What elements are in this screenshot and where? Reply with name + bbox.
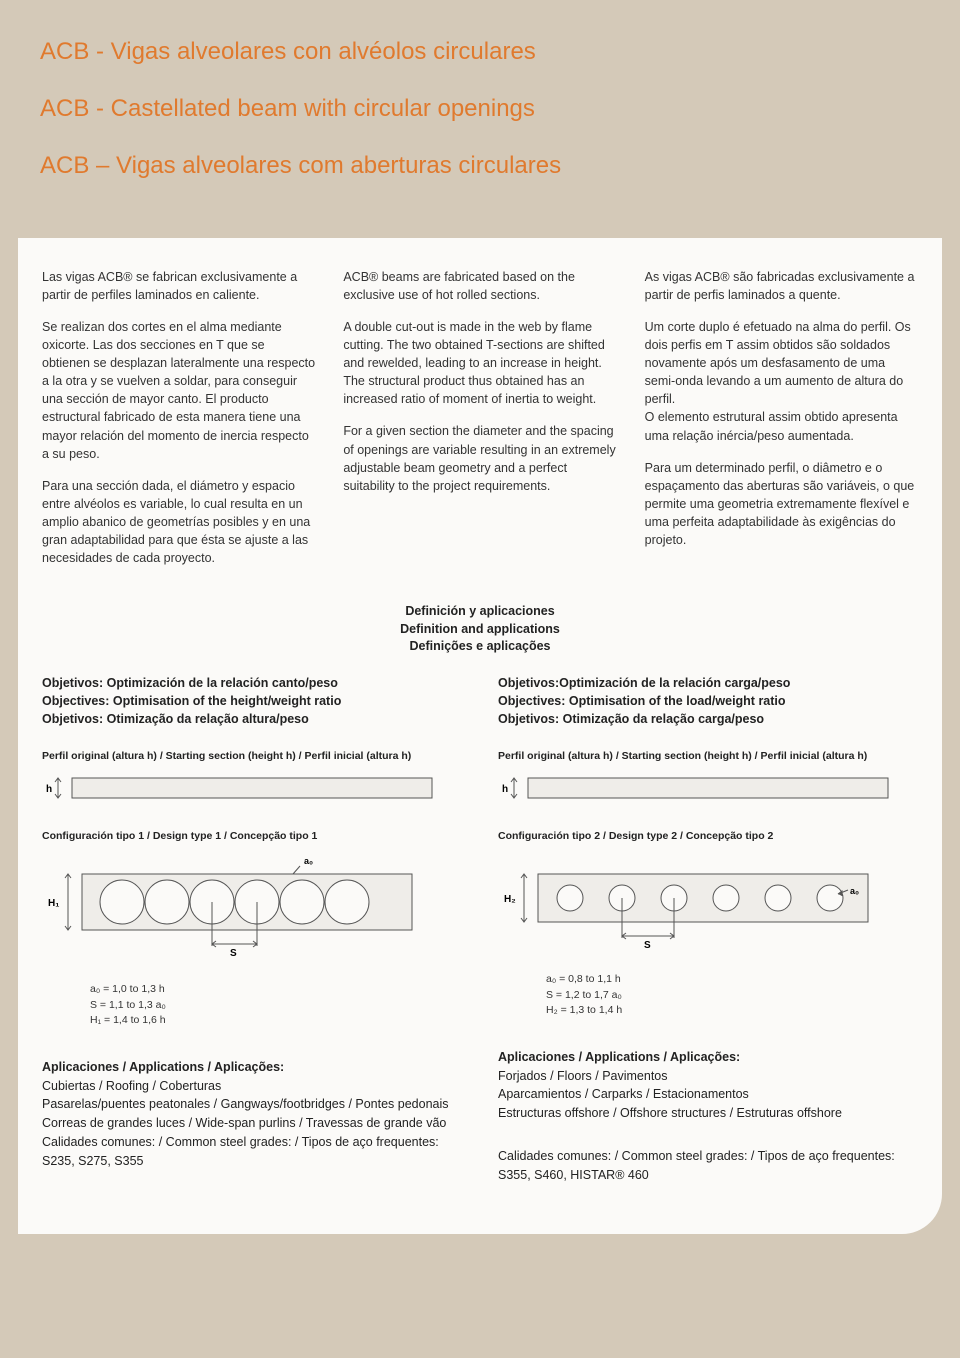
- a0-label-1: a₀: [304, 856, 313, 866]
- applications-right: Aplicaciones / Applications / Aplicações…: [498, 1048, 918, 1185]
- title-pt: ACB – Vigas alveolares com aberturas cir…: [40, 150, 920, 181]
- design-label-1: Configuración tipo 1 / Design type 1 / C…: [42, 830, 462, 842]
- profile-svg-left: h: [42, 770, 452, 804]
- grades-right: S355, S460, HISTAR® 460: [498, 1166, 918, 1185]
- formula-2-H: H₂ = 1,3 to 1,4 h: [546, 1003, 918, 1018]
- obj-left-en: Objectives: Optimisation of the height/w…: [42, 692, 462, 710]
- design-type-1-column: Objetivos: Optimización de la relación c…: [42, 674, 462, 1185]
- profile-diagram-left: h: [42, 770, 462, 804]
- formula-2-S: S = 1,2 to 1,7 a₀: [546, 988, 918, 1003]
- beam-diagram-1: a₀ H₁: [42, 854, 462, 1028]
- intro-es-p1: Las vigas ACB® se fabrican exclusivament…: [42, 268, 315, 304]
- intro-columns: Las vigas ACB® se fabrican exclusivament…: [42, 268, 918, 582]
- h-label-right: h: [502, 784, 508, 795]
- title-area: ACB - Vigas alveolares con alvéolos circ…: [0, 0, 960, 238]
- formulas-1: a₀ = 1,0 to 1,3 h S = 1,1 to 1,3 a₀ H₁ =…: [90, 982, 462, 1028]
- H1-label: H₁: [48, 898, 59, 909]
- profile-svg-right: h: [498, 770, 908, 804]
- formula-1-a0: a₀ = 1,0 to 1,3 h: [90, 982, 462, 997]
- title-es: ACB - Vigas alveolares con alvéolos circ…: [40, 36, 920, 67]
- apps-right-1: Forjados / Floors / Pavimentos: [498, 1067, 918, 1086]
- title-en: ACB - Castellated beam with circular ope…: [40, 93, 920, 124]
- def-en: Definition and applications: [42, 621, 918, 639]
- formulas-2: a₀ = 0,8 to 1,1 h S = 1,2 to 1,7 a₀ H₂ =…: [546, 972, 918, 1018]
- beam-svg-2: H₂ a₀: [498, 854, 908, 964]
- objectives-left: Objetivos: Optimización de la relación c…: [42, 674, 462, 728]
- intro-en-p1: ACB® beams are fabricated based on the e…: [343, 268, 616, 304]
- formula-2-a0: a₀ = 0,8 to 1,1 h: [546, 972, 918, 987]
- applications-left: Aplicaciones / Applications / Aplicações…: [42, 1058, 462, 1171]
- design-columns: Objetivos: Optimización de la relación c…: [42, 674, 918, 1185]
- design-label-2: Configuración tipo 2 / Design type 2 / C…: [498, 830, 918, 842]
- S-label-2: S: [644, 940, 651, 951]
- intro-en: ACB® beams are fabricated based on the e…: [343, 268, 616, 582]
- profile-diagram-right: h: [498, 770, 918, 804]
- content-card: Las vigas ACB® se fabrican exclusivament…: [18, 238, 942, 1235]
- intro-es-p3: Para una sección dada, el diámetro y esp…: [42, 477, 315, 568]
- design-type-2-column: Objetivos:Optimización de la relación ca…: [498, 674, 918, 1185]
- H2-label: H₂: [504, 894, 516, 905]
- S-label-1: S: [230, 948, 237, 959]
- intro-en-p2: A double cut-out is made in the web by f…: [343, 318, 616, 409]
- formula-1-S: S = 1,1 to 1,3 a₀: [90, 998, 462, 1013]
- apps-left-5: S235, S275, S355: [42, 1152, 462, 1171]
- definition-subtitle: Definición y aplicaciones Definition and…: [42, 603, 918, 656]
- grades-title-right: Calidades comunes: / Common steel grades…: [498, 1147, 918, 1166]
- profile-label-right: Perfil original (altura h) / Starting se…: [498, 750, 918, 762]
- intro-pt-p3: Para um determinado perfil, o diâmetro e…: [645, 459, 918, 550]
- beam-svg-1: a₀ H₁: [42, 854, 452, 974]
- profile-label-left: Perfil original (altura h) / Starting se…: [42, 750, 462, 762]
- beam-diagram-2: H₂ a₀: [498, 854, 918, 1018]
- objectives-right: Objetivos:Optimización de la relación ca…: [498, 674, 918, 728]
- apps-right-3: Estructuras offshore / Offshore structur…: [498, 1104, 918, 1123]
- page: ACB - Vigas alveolares con alvéolos circ…: [0, 0, 960, 1258]
- apps-title-left: Aplicaciones / Applications / Aplicações…: [42, 1058, 462, 1077]
- apps-left-1: Cubiertas / Roofing / Coberturas: [42, 1077, 462, 1096]
- apps-left-3: Correas de grandes luces / Wide-span pur…: [42, 1114, 462, 1133]
- h-label-left: h: [46, 784, 52, 795]
- def-es: Definición y aplicaciones: [42, 603, 918, 621]
- intro-es-p2: Se realizan dos cortes en el alma median…: [42, 318, 315, 463]
- obj-right-es: Objetivos:Optimización de la relación ca…: [498, 674, 918, 692]
- intro-en-p3: For a given section the diameter and the…: [343, 422, 616, 495]
- obj-right-en: Objectives: Optimisation of the load/wei…: [498, 692, 918, 710]
- obj-left-es: Objetivos: Optimización de la relación c…: [42, 674, 462, 692]
- intro-pt-p1: As vigas ACB® são fabricadas exclusivame…: [645, 268, 918, 304]
- a0-label-2: a₀: [850, 886, 859, 896]
- apps-left-4: Calidades comunes: / Common steel grades…: [42, 1133, 462, 1152]
- formula-1-H: H₁ = 1,4 to 1,6 h: [90, 1013, 462, 1028]
- intro-pt-p2: Um corte duplo é efetuado na alma do per…: [645, 318, 918, 445]
- apps-left-2: Pasarelas/puentes peatonales / Gangways/…: [42, 1095, 462, 1114]
- obj-left-pt: Objetivos: Otimização da relação altura/…: [42, 710, 462, 728]
- def-pt: Definições e aplicações: [42, 638, 918, 656]
- apps-title-right: Aplicaciones / Applications / Aplicações…: [498, 1048, 918, 1067]
- intro-pt: As vigas ACB® são fabricadas exclusivame…: [645, 268, 918, 582]
- intro-es: Las vigas ACB® se fabrican exclusivament…: [42, 268, 315, 582]
- apps-right-2: Aparcamientos / Carparks / Estacionament…: [498, 1085, 918, 1104]
- obj-right-pt: Objetivos: Otimização da relação carga/p…: [498, 710, 918, 728]
